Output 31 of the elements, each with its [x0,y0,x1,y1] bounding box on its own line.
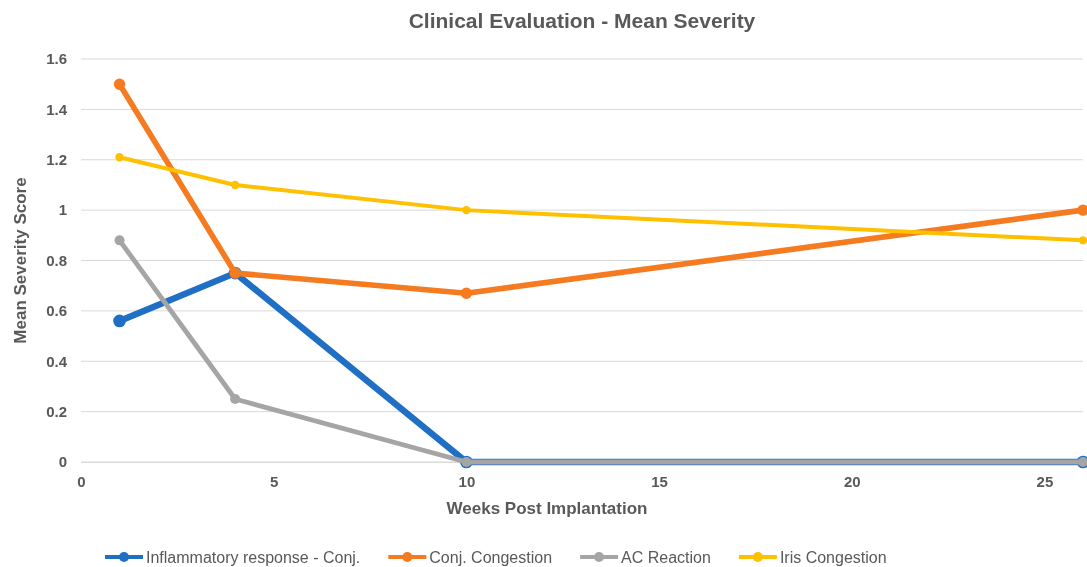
y-tick-label: 1 [58,201,67,219]
y-tick-label: 0.8 [46,251,67,269]
y-tick-label: 0 [58,453,67,471]
x-tick-label: 10 [458,472,476,490]
x-tick-label: 20 [843,472,861,490]
legend-label: Iris Congestion [779,548,887,566]
x-tick-label: 5 [270,472,279,490]
y-axis-title: Mean Severity Score [11,177,30,344]
legend-label: Inflammatory response - Conj. [146,548,361,566]
y-tick-label: 0.4 [46,352,68,370]
x-axis-title: Weeks Post Implantation [446,499,648,518]
chart-title: Clinical Evaluation - Mean Severity [408,9,756,32]
point [462,205,471,215]
point [114,235,125,246]
x-tick-label: 0 [77,472,86,490]
x-tick-label: 25 [1036,472,1054,490]
point [113,78,126,90]
y-tick-label: 0.6 [46,302,67,320]
legend-label: AC Reaction [621,548,711,566]
y-tick-label: 1.6 [46,50,67,68]
point [1078,236,1087,245]
legend-label: Conj. Congestion [429,548,553,566]
x-tick-label: 15 [651,472,668,490]
y-tick-label: 1.4 [46,100,68,118]
y-tick-label: 1.2 [46,151,67,169]
point [230,394,241,405]
point [113,314,126,328]
point [115,153,124,162]
point [460,287,473,299]
point [230,180,240,190]
y-tick-label: 0.2 [46,402,67,420]
